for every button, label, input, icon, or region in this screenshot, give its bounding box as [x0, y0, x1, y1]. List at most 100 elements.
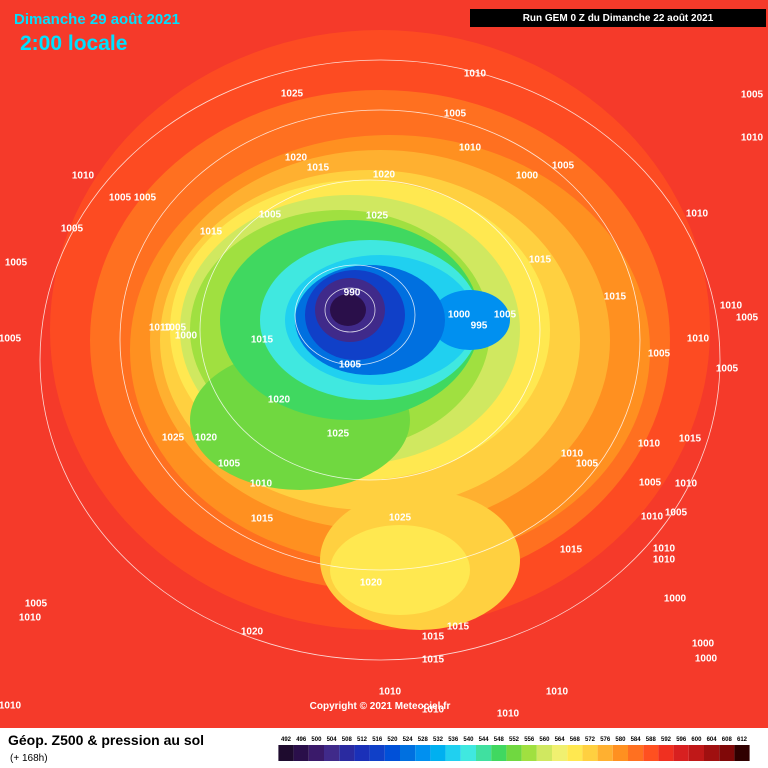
isobar-label: 1010 [464, 69, 487, 80]
isobar-label: 1025 [389, 513, 412, 524]
legend-label: 576 [600, 737, 611, 743]
footer-subtitle: (+ 168h) [10, 753, 48, 764]
isobar-label: 1010 [546, 687, 569, 698]
legend-swatch [384, 745, 400, 761]
isobar-label: 1015 [251, 335, 274, 346]
legend-label: 564 [555, 737, 566, 743]
isobar-label: 1010 [0, 701, 22, 712]
legend-label: 492 [281, 737, 292, 743]
legend-label: 532 [433, 737, 444, 743]
legend-label: 580 [615, 737, 626, 743]
isobar-label: 1000 [448, 310, 471, 321]
legend-swatch [415, 745, 431, 761]
legend-swatch [308, 745, 324, 761]
legend-label: 608 [722, 737, 733, 743]
isobar-label: 1015 [529, 255, 552, 266]
legend: 492 496 500 504 508 512 516 520 524 528 532 536 540 5… [278, 737, 750, 761]
legend-swatch [324, 745, 340, 761]
legend-swatch [400, 745, 416, 761]
legend-swatch [734, 745, 750, 761]
isobar-label: 1015 [679, 434, 702, 445]
legend-swatch [536, 745, 552, 761]
legend-swatch [339, 745, 355, 761]
isobar-label: 1005 [61, 224, 84, 235]
legend-swatch [445, 745, 461, 761]
legend-label: 496 [296, 737, 307, 743]
isobar-label: 1005 [259, 210, 282, 221]
isobar-label: 1005 [552, 161, 575, 172]
legend-label: 556 [524, 737, 535, 743]
isobar-label: 1010 [675, 479, 698, 490]
legend-swatch [597, 745, 613, 761]
isobar-label: 1020 [195, 433, 218, 444]
legend-swatch [460, 745, 476, 761]
isobar-label: 1025 [327, 429, 350, 440]
legend-label: 560 [539, 737, 550, 743]
isobar-label: 1010 [250, 479, 273, 490]
legend-label: 536 [448, 737, 459, 743]
legend-label: 508 [342, 737, 353, 743]
legend-label: 520 [387, 737, 398, 743]
isobar-label: 1010 [19, 613, 42, 624]
isobar-label: 1000 [516, 171, 539, 182]
legend-label: 516 [372, 737, 383, 743]
isobar-label: 1005 [716, 364, 739, 375]
legend-swatch [643, 745, 659, 761]
isobar-label: 1015 [604, 292, 627, 303]
legend-label: 572 [585, 737, 596, 743]
isobar-label: 1010 [653, 544, 676, 555]
isobar-label: 1005 [109, 193, 132, 204]
isobar-label: 1010 [497, 709, 520, 720]
isobar-label: 1020 [285, 153, 308, 164]
isobar-label: 1015 [447, 622, 470, 633]
run-box [470, 9, 766, 27]
legend-label: 592 [661, 737, 672, 743]
isobar-label: 1025 [366, 211, 389, 222]
legend-label: 524 [403, 737, 414, 743]
isobar-label: 1015 [251, 514, 274, 525]
legend-swatch [293, 745, 309, 761]
legend-swatch [719, 745, 735, 761]
isobar-label: 1005 [576, 459, 599, 470]
isobar-label: 1015 [422, 655, 445, 666]
isobar-label: 1005 [648, 349, 671, 360]
legend-swatch [582, 745, 598, 761]
legend-label: 604 [707, 737, 718, 743]
isobar-label: 1015 [200, 227, 223, 238]
isobar-label: 1005 [218, 459, 241, 470]
isobar-label: 1005 [741, 90, 764, 101]
map-date: Dimanche 29 août 2021 [14, 11, 180, 28]
isobar-label: 1015 [422, 632, 445, 643]
isobar-label: 1010 [687, 334, 710, 345]
map-field [0, 0, 768, 728]
legend-swatch [521, 745, 537, 761]
legend-label: 612 [737, 737, 748, 743]
isobar-label: 1010 [686, 209, 709, 220]
legend-swatch [673, 745, 689, 761]
copyright: Copyright © 2021 Meteociel.fr [310, 701, 451, 712]
isobar-label: 1020 [241, 627, 264, 638]
isobar-label: 1020 [373, 170, 396, 181]
isobar-label: 1010 [422, 705, 445, 716]
isobar-label: 1005 [0, 334, 22, 345]
isobar-label: 990 [344, 288, 361, 299]
isobar-label: 1005 [164, 323, 187, 334]
legend-swatch [369, 745, 385, 761]
legend-label: 552 [509, 737, 520, 743]
isobar-label: 1015 [560, 545, 583, 556]
legend-swatch [278, 745, 294, 761]
isobar-label: 1010 [379, 687, 402, 698]
isobar-label: 1010 [720, 301, 743, 312]
isobar-label: 1010 [741, 133, 764, 144]
legend-label: 584 [631, 737, 642, 743]
isobar-label: 1005 [494, 310, 517, 321]
legend-label: 512 [357, 737, 368, 743]
isobar-label: 1000 [175, 331, 198, 342]
legend-swatch [612, 745, 628, 761]
isobar-label: 1025 [162, 433, 185, 444]
legend-swatch [430, 745, 446, 761]
legend-swatch [704, 745, 720, 761]
legend-label: 548 [494, 737, 505, 743]
